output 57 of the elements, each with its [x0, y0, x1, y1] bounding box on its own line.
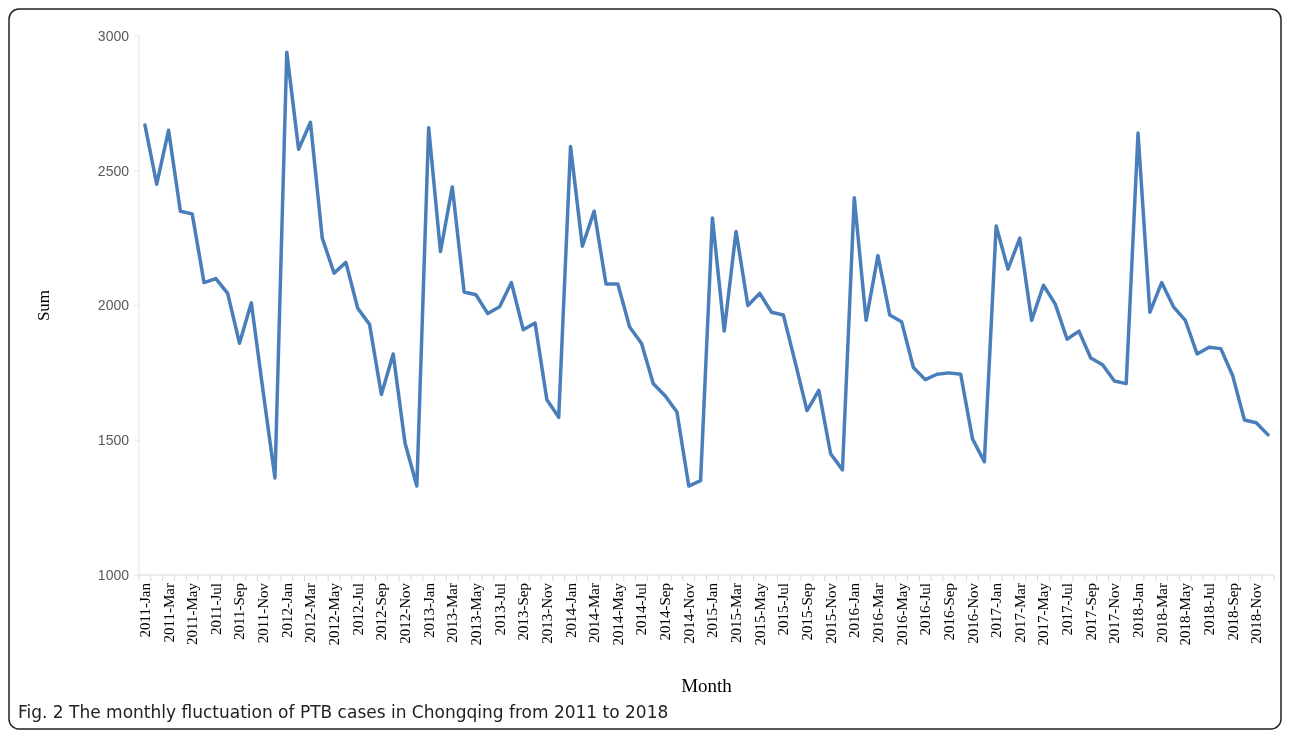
x-tick-label: 2016-Nov [964, 582, 981, 644]
x-tick-label: 2017-May [1035, 582, 1052, 646]
x-tick-label: 2014-Nov [680, 582, 697, 644]
y-tick-label: 3000 [97, 27, 130, 44]
x-tick-label: 2014-Mar [586, 583, 603, 643]
x-tick-label: 2012-Mar [302, 583, 319, 643]
x-tick-label: 2012-May [326, 582, 343, 646]
x-tick-label: 2013-Jan [420, 582, 437, 638]
x-tick-label: 2017-Sep [1082, 583, 1099, 641]
x-tick-label: 2016-Jul [917, 583, 934, 636]
x-tick-label: 2016-Mar [869, 583, 886, 643]
x-tick-label: 2015-Nov [822, 582, 839, 644]
x-tick-label: 2011-Jan [136, 582, 153, 638]
x-tick-label: 2011-Mar [160, 583, 177, 643]
x-tick-label: 2012-Sep [373, 583, 390, 641]
x-tick-label: 2017-Jan [988, 582, 1005, 638]
x-tick-label: 2015-May [751, 582, 768, 646]
x-tick-label: 2011-Sep [231, 583, 248, 640]
x-tick-label: 2017-Mar [1011, 583, 1028, 643]
x-tick-label: 2012-Jul [349, 583, 366, 636]
x-tick-label: 2014-May [609, 582, 626, 646]
y-axis-title: Sum [34, 289, 53, 322]
x-tick-label: 2018-Mar [1153, 583, 1170, 643]
x-tick-label: 2017-Nov [1106, 582, 1123, 644]
x-tick-label: 2018-Jan [1130, 582, 1147, 638]
x-tick-label: 2011-Jul [207, 583, 224, 635]
x-tick-label: 2018-May [1177, 582, 1194, 646]
y-tick-label: 2000 [97, 297, 130, 314]
x-tick-label: 2018-Jul [1200, 583, 1217, 636]
y-tick-label: 2500 [97, 162, 130, 179]
x-tick-label: 2018-Sep [1224, 583, 1241, 641]
x-tick-label: 2013-Jul [491, 583, 508, 636]
x-tick-label: 2014-Sep [657, 583, 674, 641]
x-tick-label: 2016-Sep [940, 583, 957, 641]
x-tick-label: 2014-Jul [633, 583, 650, 636]
x-tick-label: 2015-Jul [775, 583, 792, 636]
caption: Fig. 2 The monthly fluctuation of PTB cases in Chongqing from 2011 to 2018 [18, 702, 669, 722]
x-tick-label: 2012-Jan [278, 582, 295, 638]
x-tick-label: 2012-Nov [397, 582, 414, 644]
line-series [143, 50, 1270, 488]
x-tick-label: 2013-Sep [515, 583, 532, 641]
x-tick-label: 2011-Nov [255, 582, 272, 644]
x-tick-label: 2016-May [893, 582, 910, 646]
x-tick-label: 2013-Mar [444, 583, 461, 643]
y-tick-label: 1500 [97, 432, 130, 449]
x-tick-label: 2013-Nov [538, 582, 555, 644]
x-tick-label: 2017-Jul [1059, 583, 1076, 636]
x-tick-label: 2013-May [467, 582, 484, 646]
x-tick-label: 2015-Jan [704, 582, 721, 638]
x-tick-label: 2018-Nov [1248, 582, 1265, 644]
x-tick-label: 2011-May [184, 582, 201, 645]
x-axis-title: Month [681, 675, 733, 696]
y-tick-label: 1000 [97, 566, 130, 583]
x-tick-label: 2014-Jan [562, 582, 579, 638]
x-tick-label: 2015-Mar [728, 583, 745, 643]
x-tick-label: 2015-Sep [798, 583, 815, 641]
x-tick-label: 2016-Jan [846, 582, 863, 638]
